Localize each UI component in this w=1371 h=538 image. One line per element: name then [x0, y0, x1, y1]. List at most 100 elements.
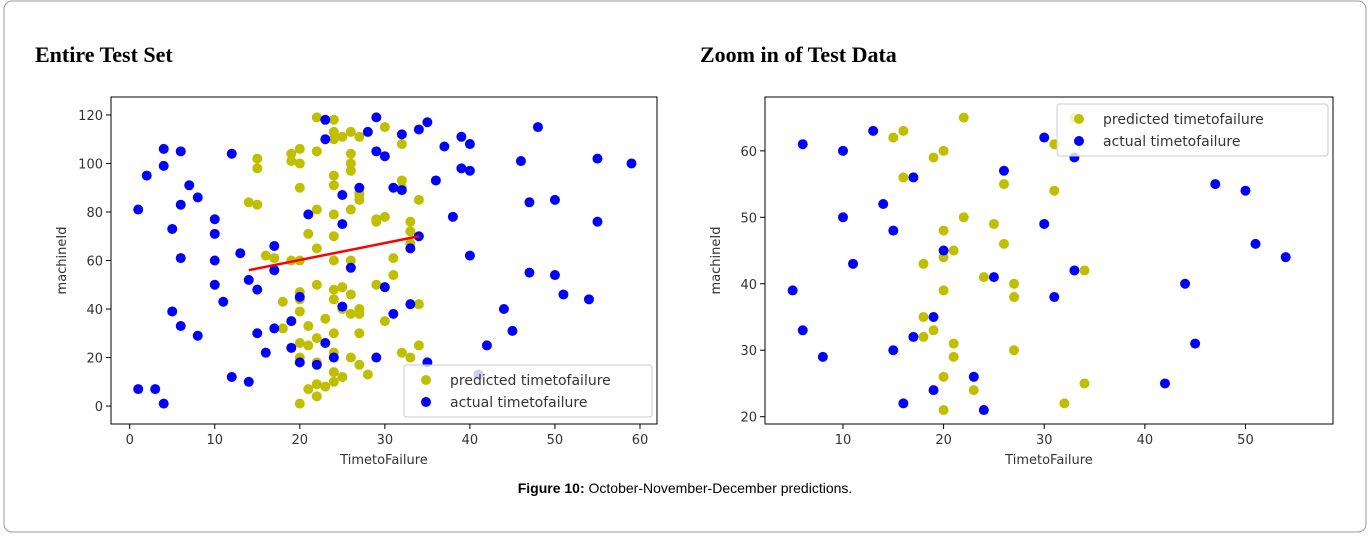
point [948, 338, 959, 349]
y-tick-label: 60 [86, 255, 103, 270]
point [958, 112, 969, 123]
point [464, 165, 475, 176]
point [396, 129, 407, 140]
point [918, 311, 929, 322]
point [209, 255, 220, 266]
point [898, 172, 909, 183]
point [260, 250, 271, 261]
point [269, 253, 280, 264]
caption: Figure 10: October-November-December pre… [518, 480, 853, 496]
point [311, 379, 322, 390]
point [524, 267, 535, 278]
point [968, 385, 979, 396]
y-tick-label: 0 [95, 400, 103, 415]
point [269, 240, 280, 251]
point [413, 194, 424, 205]
point [354, 359, 365, 370]
point [396, 185, 407, 196]
point [303, 340, 314, 351]
point [422, 117, 433, 128]
legend-marker [1074, 136, 1084, 146]
point [498, 304, 509, 315]
point [868, 125, 879, 136]
point [209, 228, 220, 239]
point [1240, 185, 1251, 196]
point [337, 190, 348, 201]
point [481, 340, 492, 351]
axes-frame [764, 96, 1334, 425]
point [1210, 179, 1221, 190]
point [294, 182, 305, 193]
point [337, 282, 348, 293]
point [558, 289, 569, 300]
point [388, 253, 399, 264]
point [175, 199, 186, 210]
point [294, 143, 305, 154]
point [626, 158, 637, 169]
point [371, 352, 382, 363]
point [158, 398, 169, 409]
point [328, 367, 339, 378]
chart-title: Zoom in of Test Data [700, 42, 897, 67]
point [592, 153, 603, 164]
point [388, 270, 399, 281]
x-tick-label: 20 [935, 433, 952, 448]
point [1049, 185, 1060, 196]
point [354, 190, 365, 201]
point [286, 148, 297, 159]
point [396, 347, 407, 358]
x-tick-label: 60 [632, 433, 649, 448]
point [507, 325, 518, 336]
y-tick-label: 20 [740, 411, 757, 426]
x-tick-label: 10 [835, 433, 852, 448]
point [345, 158, 356, 169]
point [405, 299, 416, 310]
point [252, 153, 263, 164]
point [379, 282, 390, 293]
x-tick-label: 20 [292, 433, 309, 448]
axes-frame [110, 96, 658, 425]
point [303, 209, 314, 220]
point [269, 323, 280, 334]
point [311, 333, 322, 344]
point [252, 199, 263, 210]
point [345, 126, 356, 137]
point [405, 216, 416, 227]
point [328, 328, 339, 339]
point [837, 212, 848, 223]
x-axis-label: TimetoFailure [1004, 453, 1093, 468]
point [243, 197, 254, 208]
point [328, 376, 339, 387]
point [918, 331, 929, 342]
point [413, 124, 424, 135]
point [345, 204, 356, 215]
point [328, 352, 339, 363]
legend [403, 364, 653, 418]
point [978, 405, 989, 416]
point [524, 197, 535, 208]
y-tick-label: 80 [86, 206, 103, 221]
point [888, 225, 899, 236]
point [388, 182, 399, 193]
point [303, 320, 314, 331]
point [294, 398, 305, 409]
point [362, 126, 373, 137]
point [848, 258, 859, 269]
point [878, 199, 889, 210]
point [320, 134, 331, 145]
point [430, 175, 441, 186]
legend-label: actual timetofailure [450, 395, 587, 411]
point [928, 385, 939, 396]
point [928, 325, 939, 336]
x-tick-label: 40 [1137, 433, 1154, 448]
point [549, 194, 560, 205]
point [1049, 292, 1060, 303]
point [1039, 132, 1050, 143]
point [294, 158, 305, 169]
point [311, 391, 322, 402]
point [1079, 378, 1090, 389]
point [167, 306, 178, 317]
point [938, 225, 949, 236]
point [797, 325, 808, 336]
